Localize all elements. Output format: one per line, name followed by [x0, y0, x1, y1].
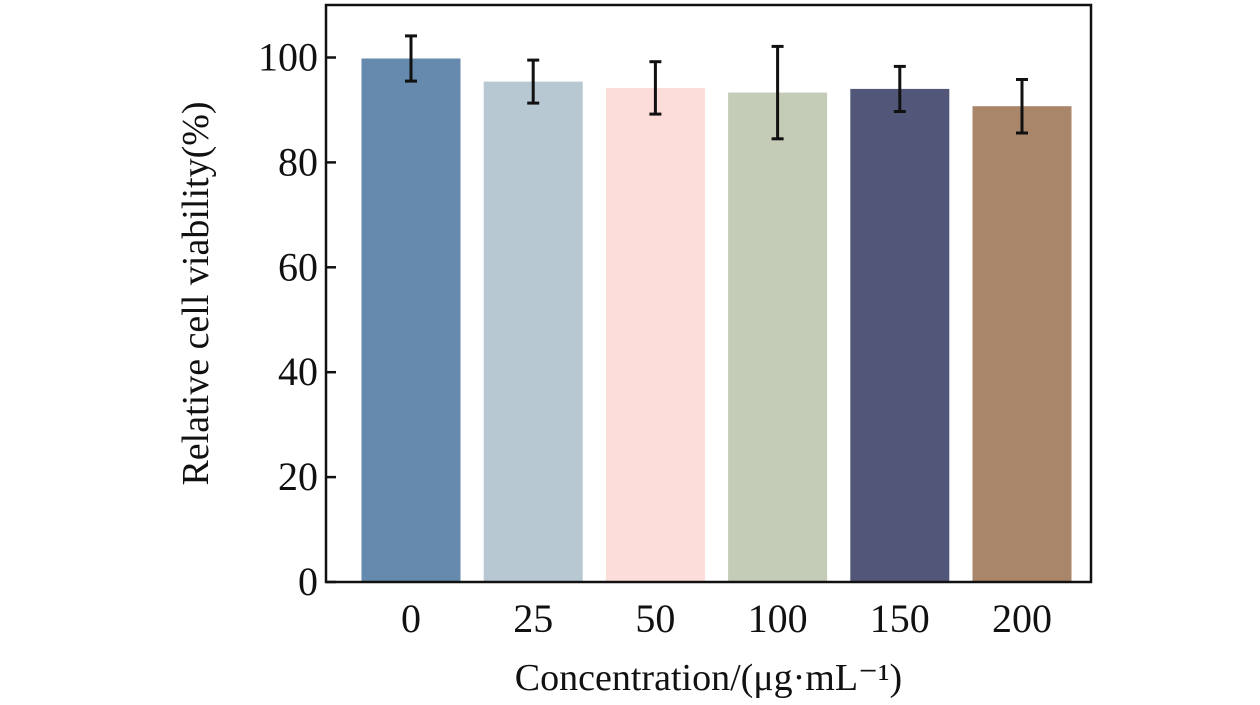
bar-150 — [850, 88, 950, 583]
bar-100 — [728, 92, 828, 582]
y-tick-label: 20 — [278, 454, 318, 499]
x-axis: 0 25 50 100 150 200 — [401, 596, 1052, 641]
error-bars-layer — [405, 34, 1028, 141]
y-tick-label: 0 — [298, 559, 318, 604]
y-tick-label: 100 — [258, 35, 318, 80]
error-bar-150 — [893, 64, 906, 113]
bars-layer — [361, 58, 1072, 583]
error-bar-25 — [527, 58, 540, 105]
y-axis-title: Relative cell viability(%) — [175, 101, 217, 485]
x-tick-label: 50 — [635, 596, 675, 641]
plot-frame — [324, 3, 1093, 584]
bar-200 — [972, 106, 1072, 582]
error-bar-50 — [649, 60, 662, 116]
x-tick-label: 100 — [748, 596, 808, 641]
y-tick-label: 60 — [278, 244, 318, 289]
y-tick-label: 40 — [278, 349, 318, 394]
x-axis-title: Concentration/(μg·mL⁻¹) — [515, 657, 902, 699]
bar-50 — [605, 87, 705, 583]
y-tick-label: 80 — [278, 139, 318, 184]
x-tick-label: 150 — [870, 596, 930, 641]
error-bar-200 — [1016, 78, 1028, 135]
error-bar-0 — [405, 34, 417, 83]
bar-0 — [361, 58, 461, 582]
y-axis: 0 20 40 60 80 100 — [258, 35, 336, 604]
x-tick-label: 0 — [401, 596, 421, 641]
bar-25 — [483, 81, 583, 582]
x-tick-label: 25 — [513, 596, 553, 641]
x-tick-label: 200 — [992, 596, 1052, 641]
error-bar-100 — [771, 44, 784, 141]
